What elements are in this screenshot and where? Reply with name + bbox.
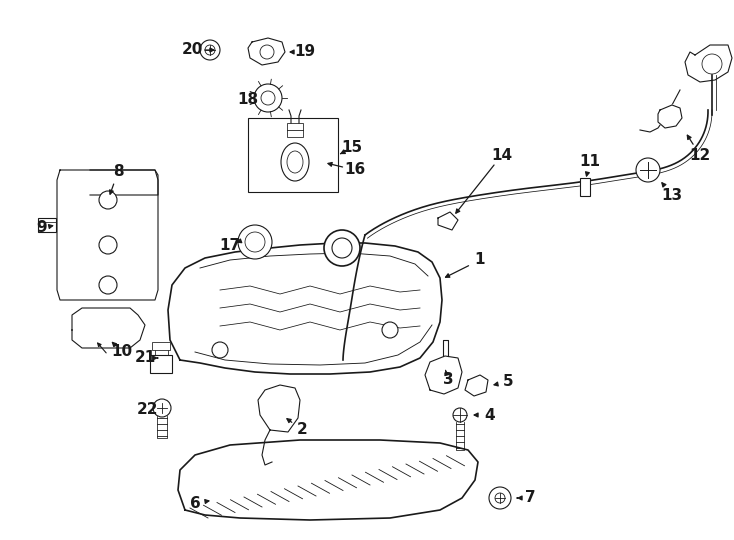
Text: 2: 2 [297,422,308,437]
Circle shape [99,191,117,209]
Text: 16: 16 [344,163,366,178]
Bar [248,118,338,192]
Circle shape [260,45,274,59]
Text: 12: 12 [689,147,711,163]
Circle shape [212,342,228,358]
Circle shape [200,40,220,60]
Bar [287,123,303,137]
Polygon shape [258,385,300,432]
Text: 8: 8 [113,165,123,179]
Bar [38,218,56,232]
Bar [152,342,170,350]
Polygon shape [438,212,458,230]
Circle shape [238,225,272,259]
Polygon shape [168,243,442,374]
Circle shape [453,408,467,422]
Bar [150,355,172,373]
Text: 19: 19 [294,44,316,59]
Circle shape [636,158,660,182]
Text: 14: 14 [492,147,512,163]
Circle shape [495,493,505,503]
Polygon shape [248,38,285,65]
Text: 5: 5 [503,375,513,389]
Polygon shape [465,375,488,396]
Circle shape [261,91,275,105]
Text: 18: 18 [237,92,258,107]
Text: 22: 22 [137,402,159,417]
Bar [580,178,590,196]
Text: 3: 3 [443,373,454,388]
Polygon shape [57,170,158,300]
Polygon shape [685,45,732,82]
Text: 1: 1 [475,253,485,267]
Circle shape [702,54,722,74]
Text: 21: 21 [134,350,156,366]
Text: 15: 15 [341,140,363,156]
Text: 6: 6 [189,496,200,510]
Ellipse shape [287,151,303,173]
Circle shape [99,236,117,254]
Text: 9: 9 [37,220,47,235]
Text: 11: 11 [580,154,600,170]
Polygon shape [72,308,145,348]
Text: 7: 7 [525,490,535,505]
Circle shape [153,399,171,417]
Text: 20: 20 [181,43,203,57]
Text: 10: 10 [112,345,133,360]
Ellipse shape [281,143,309,181]
Text: 13: 13 [661,187,683,202]
Circle shape [254,84,282,112]
Circle shape [99,276,117,294]
Polygon shape [178,440,478,520]
Circle shape [382,322,398,338]
Text: 17: 17 [219,238,241,253]
Polygon shape [425,356,462,394]
Circle shape [245,232,265,252]
Polygon shape [658,105,682,128]
Circle shape [324,230,360,266]
Circle shape [489,487,511,509]
Text: 4: 4 [484,408,495,422]
